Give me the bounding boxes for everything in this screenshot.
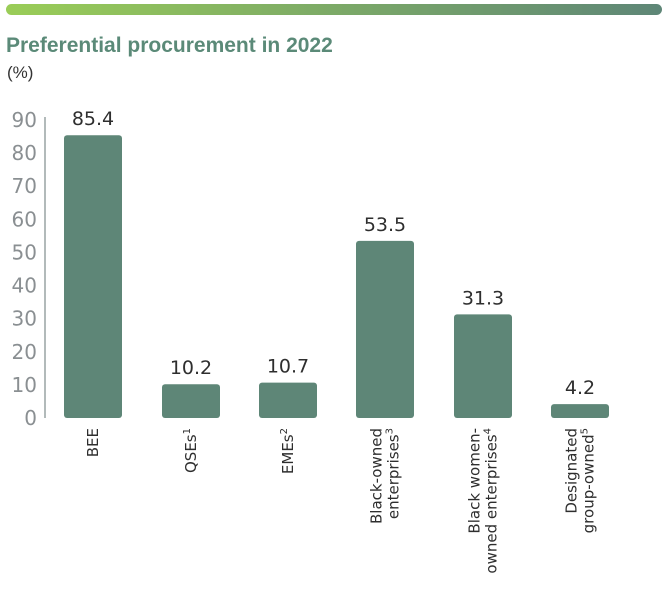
x-tick-label: Black women-owned enterprises4 xyxy=(466,428,501,574)
bar xyxy=(162,384,220,418)
data-label: 10.2 xyxy=(170,357,212,379)
y-tick-label: 80 xyxy=(12,141,37,165)
y-tick-label: 20 xyxy=(12,340,37,364)
x-tick-label: EMEs2 xyxy=(279,428,297,474)
y-tick-label: 60 xyxy=(12,207,37,231)
bar xyxy=(551,404,609,418)
data-labels: 85.4 10.2 10.7 53.5 31.3 4.2 xyxy=(72,108,595,399)
data-label: 85.4 xyxy=(72,108,114,130)
accent-bar xyxy=(6,4,662,15)
y-tick-label: 90 xyxy=(12,108,37,132)
bar xyxy=(64,135,122,418)
x-tick-label: Black-ownedenterprises3 xyxy=(368,428,403,524)
y-tick-label: 50 xyxy=(12,240,37,264)
x-tick-labels: BEE QSEs1 EMEs2 Black-ownedenterprises3 Blac… xyxy=(84,428,598,574)
y-tick-label: 30 xyxy=(12,307,37,331)
y-tick-label: 70 xyxy=(12,174,37,198)
bar xyxy=(259,382,317,418)
x-tick-label: BEE xyxy=(84,428,102,457)
data-label: 53.5 xyxy=(364,214,406,236)
x-tick-label: QSEs1 xyxy=(182,428,200,473)
chart-title: Preferential procurement in 2022 xyxy=(6,34,333,57)
data-label: 4.2 xyxy=(565,377,595,399)
y-tick-label: 0 xyxy=(24,406,37,430)
bars xyxy=(64,135,609,418)
bar xyxy=(356,240,414,418)
unit-label: (%) xyxy=(7,63,33,82)
data-label: 10.7 xyxy=(267,356,309,378)
data-label: 31.3 xyxy=(462,287,504,309)
y-tick-label: 40 xyxy=(12,274,37,298)
y-tick-label: 10 xyxy=(12,373,37,397)
bar xyxy=(454,314,512,418)
y-tick-labels: 0 10 20 30 40 50 60 70 80 90 xyxy=(12,108,37,430)
x-tick-label: Designatedgroup-owned5 xyxy=(563,428,598,533)
